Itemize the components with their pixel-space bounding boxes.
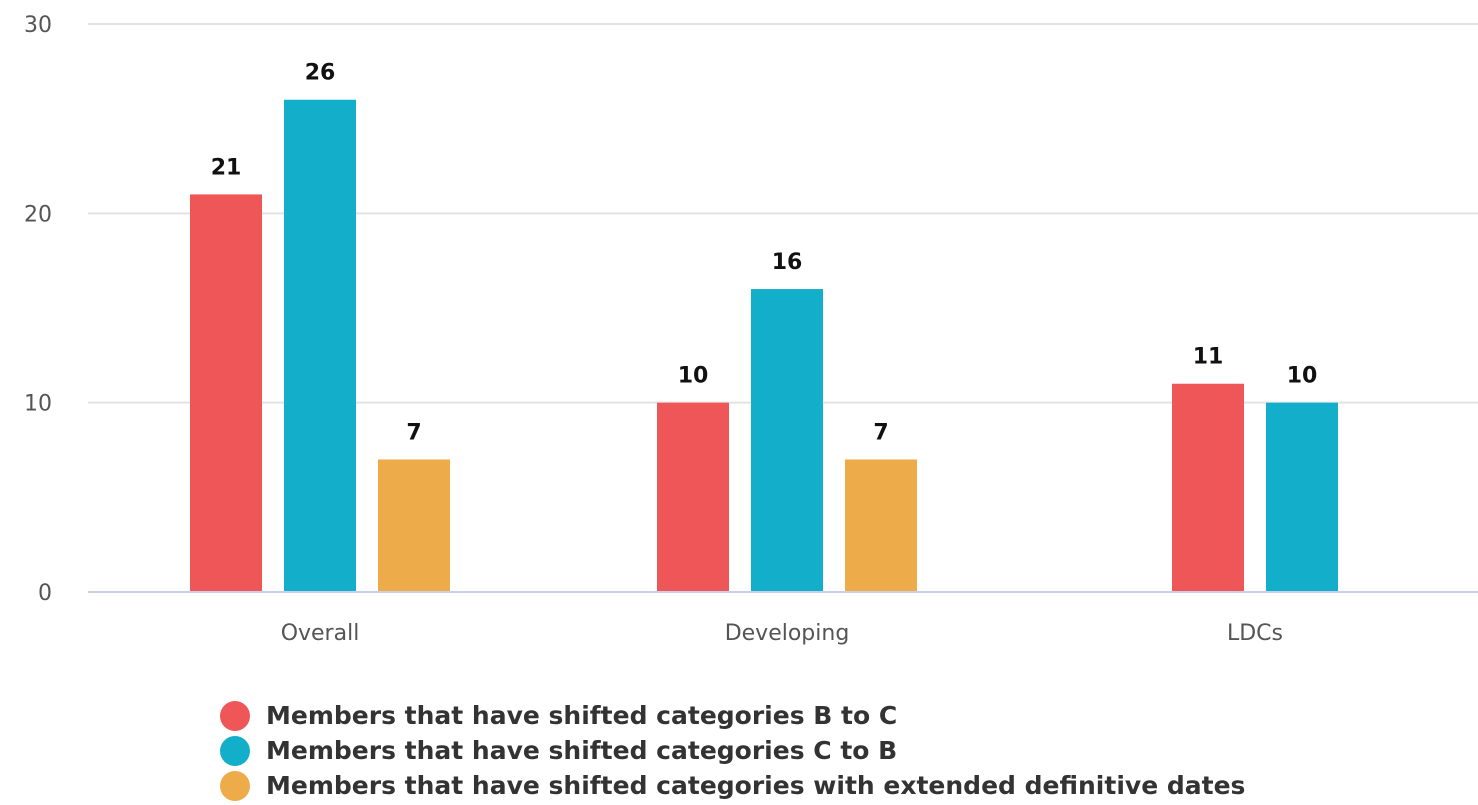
data-labels: 21 26 7 10 16 7 11 10 xyxy=(211,61,1318,446)
bars xyxy=(190,99,1338,592)
data-label: 10 xyxy=(678,364,709,389)
legend-item-series-1[interactable]: Members that have shifted categories B t… xyxy=(220,698,1420,733)
data-label: 10 xyxy=(1287,364,1318,389)
bar-series-1-overall xyxy=(190,194,262,592)
data-label: 7 xyxy=(406,420,421,445)
x-category-label: LDCs xyxy=(1227,621,1283,646)
legend-item-series-3[interactable]: Members that have shifted categories wit… xyxy=(220,768,1420,803)
legend-marker-series-2 xyxy=(220,735,250,766)
bar-series-1-ldcs xyxy=(1172,383,1244,592)
data-label: 11 xyxy=(1193,345,1224,370)
axes: 0 10 20 30 Overall Developing LDCs xyxy=(24,13,1478,646)
legend-marker-series-1 xyxy=(220,700,250,731)
y-tick-label: 30 xyxy=(24,13,52,38)
legend-marker-series-3 xyxy=(220,770,250,801)
bar-chart: 21 26 7 10 16 7 11 10 0 10 20 30 Overall Developing L… xyxy=(24,13,1478,646)
bar-series-3-overall xyxy=(378,459,450,592)
bar-series-2-overall xyxy=(284,99,356,592)
legend: Members that have shifted categories B t… xyxy=(220,698,1420,803)
bar-series-1-developing xyxy=(657,402,729,592)
y-tick-label: 0 xyxy=(38,581,52,606)
bar-series-3-developing xyxy=(845,459,917,592)
y-tick-label: 20 xyxy=(24,202,52,227)
y-tick-label: 10 xyxy=(24,392,52,417)
legend-label-series-2: Members that have shifted categories C t… xyxy=(266,736,898,765)
bar-series-2-ldcs xyxy=(1266,402,1338,592)
data-label: 26 xyxy=(305,61,336,86)
x-category-label: Overall xyxy=(281,621,360,646)
legend-label-series-3: Members that have shifted categories wit… xyxy=(266,771,1246,800)
data-label: 21 xyxy=(211,155,242,180)
data-label: 7 xyxy=(873,420,888,445)
x-category-label: Developing xyxy=(725,621,850,646)
data-label: 16 xyxy=(772,250,803,275)
legend-item-series-2[interactable]: Members that have shifted categories C t… xyxy=(220,733,1420,768)
bar-series-2-developing xyxy=(751,289,823,592)
legend-label-series-1: Members that have shifted categories B t… xyxy=(266,701,898,730)
